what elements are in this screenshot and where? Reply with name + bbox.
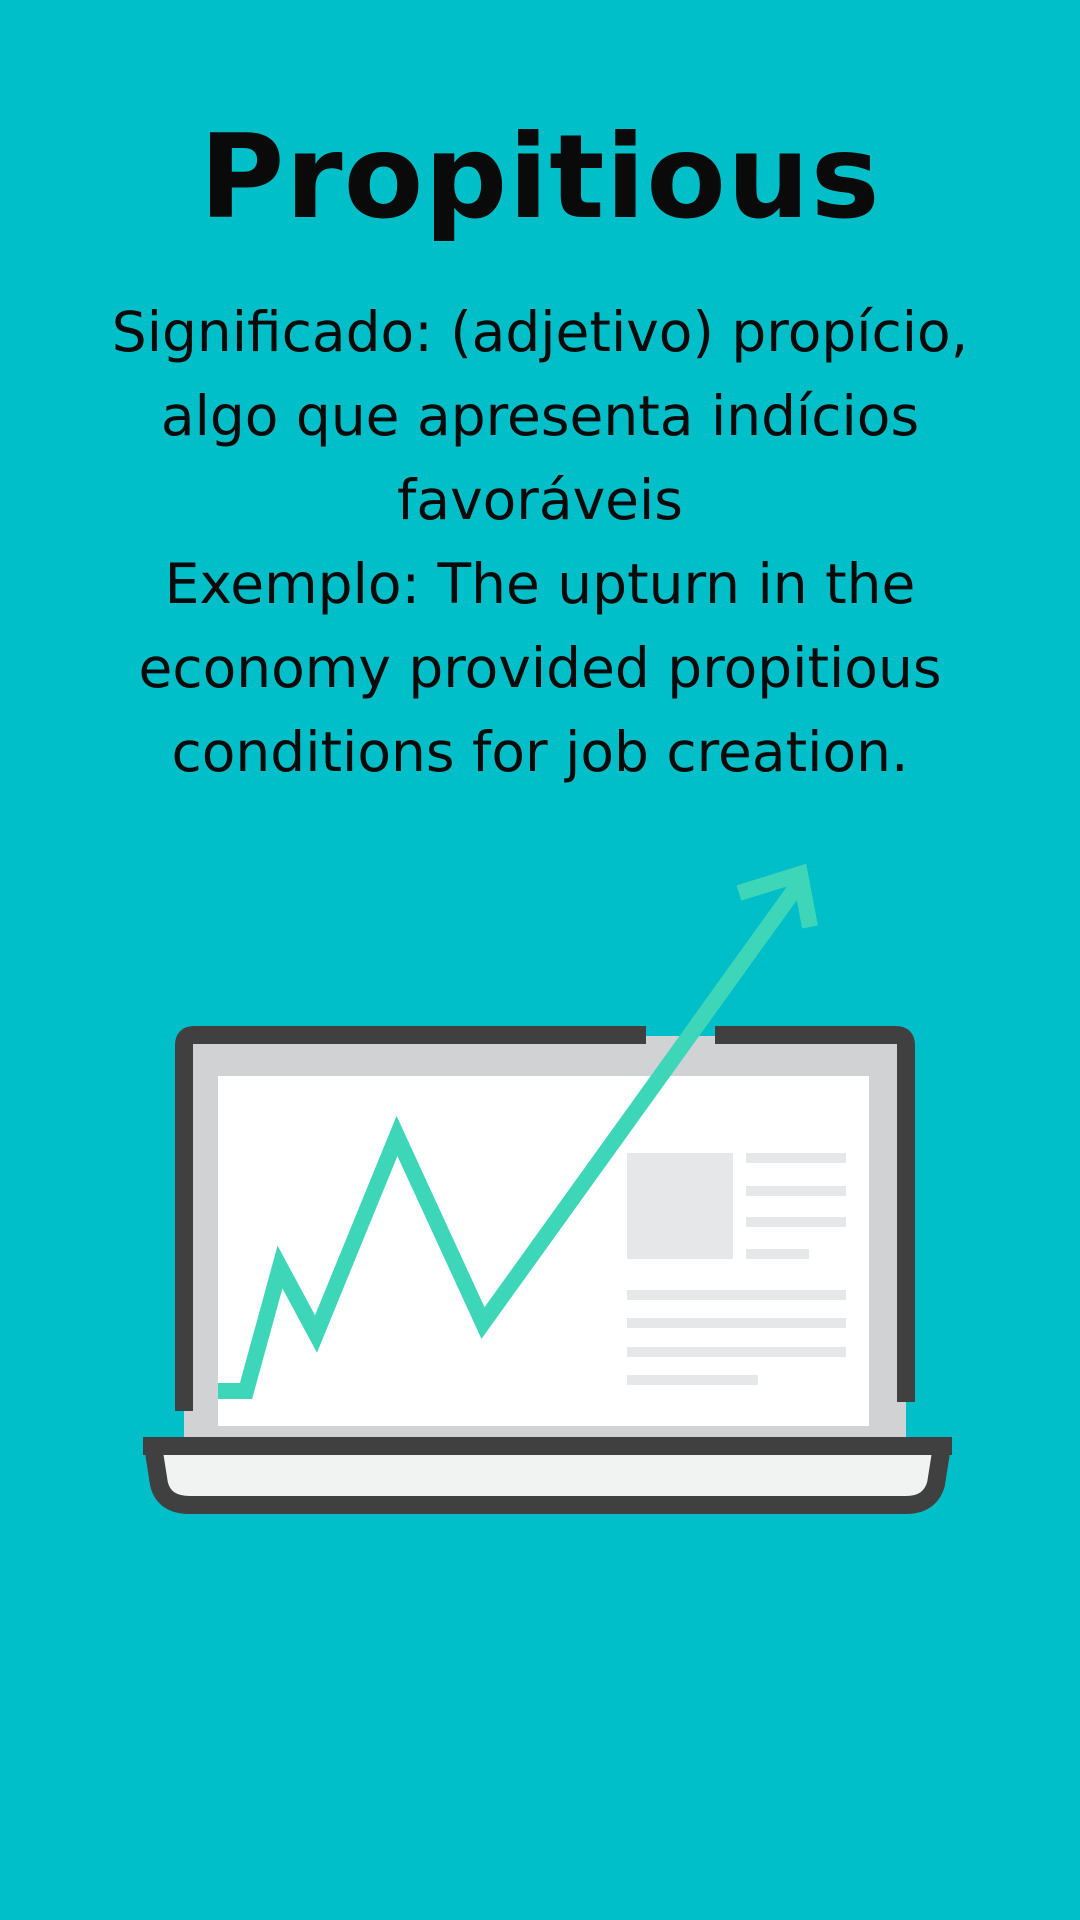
- trend-line: [218, 877, 807, 1399]
- placeholder-line: [746, 1186, 846, 1196]
- placeholder-line: [746, 1153, 846, 1163]
- placeholder-line: [627, 1347, 846, 1357]
- placeholder-image: [627, 1153, 733, 1259]
- meaning-line: algo que apresenta indícios: [160, 384, 920, 448]
- example-line: Exemplo: The upturn in the: [164, 552, 916, 616]
- laptop-base: [144, 1437, 951, 1514]
- meaning-line: favoráveis: [397, 468, 683, 532]
- word-title: Propitious: [199, 110, 881, 245]
- example-line: economy provided propitious: [138, 636, 942, 700]
- meaning-line: Significado: (adjetivo) propício,: [111, 300, 969, 364]
- placeholder-line: [627, 1318, 846, 1328]
- laptop-lid-frame-right: [715, 1026, 915, 1402]
- placeholder-line: [746, 1249, 809, 1259]
- placeholder-line: [627, 1375, 758, 1385]
- example-line: conditions for job creation.: [171, 720, 909, 784]
- laptop-base-top-edge: [143, 1437, 952, 1455]
- laptop-lid-frame-left: [175, 1026, 646, 1411]
- placeholder-line: [746, 1217, 846, 1227]
- definition-block: Significado: (adjetivo) propício, algo q…: [80, 290, 1000, 794]
- trend-arrow-head: [736, 863, 818, 929]
- placeholder-line: [627, 1290, 846, 1300]
